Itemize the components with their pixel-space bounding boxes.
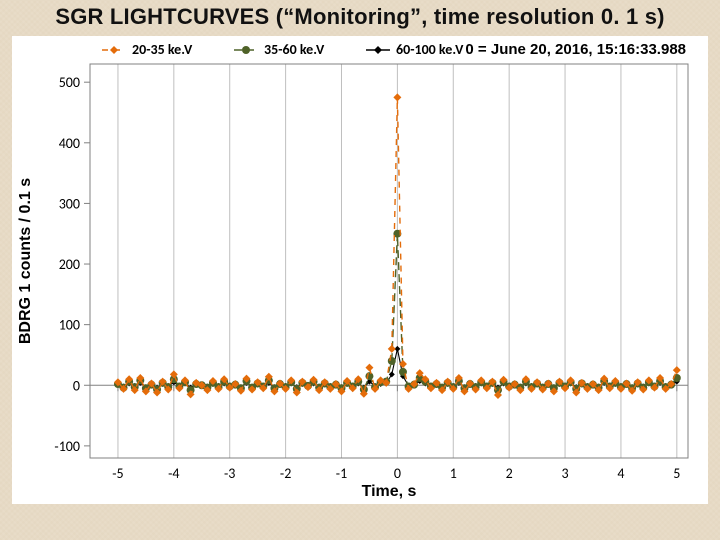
svg-text:3: 3 (561, 465, 568, 482)
svg-text:-5: -5 (112, 465, 123, 482)
svg-text:BDRG 1 counts / 0.1 s: BDRG 1 counts / 0.1 s (17, 178, 34, 344)
svg-text:4: 4 (617, 465, 624, 482)
svg-text:20-35 ke.V: 20-35 ke.V (132, 41, 193, 58)
svg-text:200: 200 (59, 256, 80, 273)
svg-text:-4: -4 (168, 465, 179, 482)
svg-text:60-100 ke.V: 60-100 ke.V (396, 41, 464, 58)
slide-title: SGR LIGHTCURVES (“Monitoring”, time reso… (0, 4, 720, 30)
svg-text:-1: -1 (336, 465, 347, 482)
svg-text:0: 0 (73, 377, 80, 394)
svg-text:-2: -2 (280, 465, 291, 482)
svg-text:100: 100 (59, 317, 80, 334)
svg-text:Time, s: Time, s (362, 483, 417, 500)
svg-text:0: 0 (394, 465, 401, 482)
slide-container: SGR LIGHTCURVES (“Monitoring”, time reso… (0, 0, 720, 540)
svg-text:0 = June 20, 2016, 15:16:33.98: 0 = June 20, 2016, 15:16:33.988 (465, 41, 686, 58)
svg-text:300: 300 (59, 195, 80, 212)
lightcurve-chart: -100 0 100 200 300 400 500 -5 -4 -3 -2 -1 0 1 2 3 4 5 BDRG… (12, 36, 708, 504)
svg-text:-100: -100 (54, 438, 80, 455)
svg-text:35-60 ke.V: 35-60 ke.V (264, 41, 325, 58)
svg-text:500: 500 (59, 74, 80, 91)
svg-text:1: 1 (450, 465, 457, 482)
svg-text:5: 5 (673, 465, 680, 482)
svg-text:-3: -3 (224, 465, 235, 482)
svg-text:400: 400 (59, 135, 80, 152)
svg-text:2: 2 (506, 465, 513, 482)
